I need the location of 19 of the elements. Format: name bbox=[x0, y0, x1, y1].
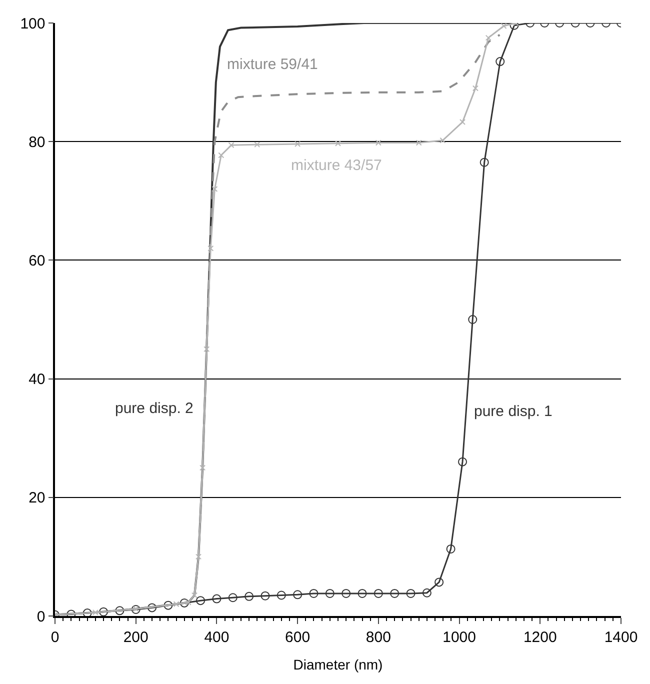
y-tick-label: 0 bbox=[36, 608, 46, 626]
x-tick-label: 200 bbox=[123, 628, 148, 646]
x-tick-label: 1400 bbox=[604, 628, 638, 646]
x-tick-label: 0 bbox=[50, 628, 60, 646]
x-tick-label: 1000 bbox=[442, 628, 476, 646]
series-label: mixture 43/57 bbox=[291, 157, 382, 174]
y-tick-label: 100 bbox=[20, 15, 46, 32]
y-tick-label: 80 bbox=[28, 134, 46, 151]
series-label: pure disp. 2 bbox=[115, 400, 194, 417]
y-tick-label: 60 bbox=[28, 252, 46, 270]
x-axis-title: Diameter (nm) bbox=[293, 656, 383, 673]
y-tick-label: 20 bbox=[28, 490, 46, 507]
series-label: mixture 59/41 bbox=[227, 56, 318, 73]
y-tick-label: 40 bbox=[28, 371, 46, 388]
x-tick-label: 400 bbox=[204, 628, 230, 646]
x-tick-label: 800 bbox=[366, 628, 391, 646]
x-tick-label: 1200 bbox=[523, 628, 557, 646]
x-tick-label: 600 bbox=[285, 628, 310, 646]
series-label: pure disp. 1 bbox=[474, 403, 552, 420]
